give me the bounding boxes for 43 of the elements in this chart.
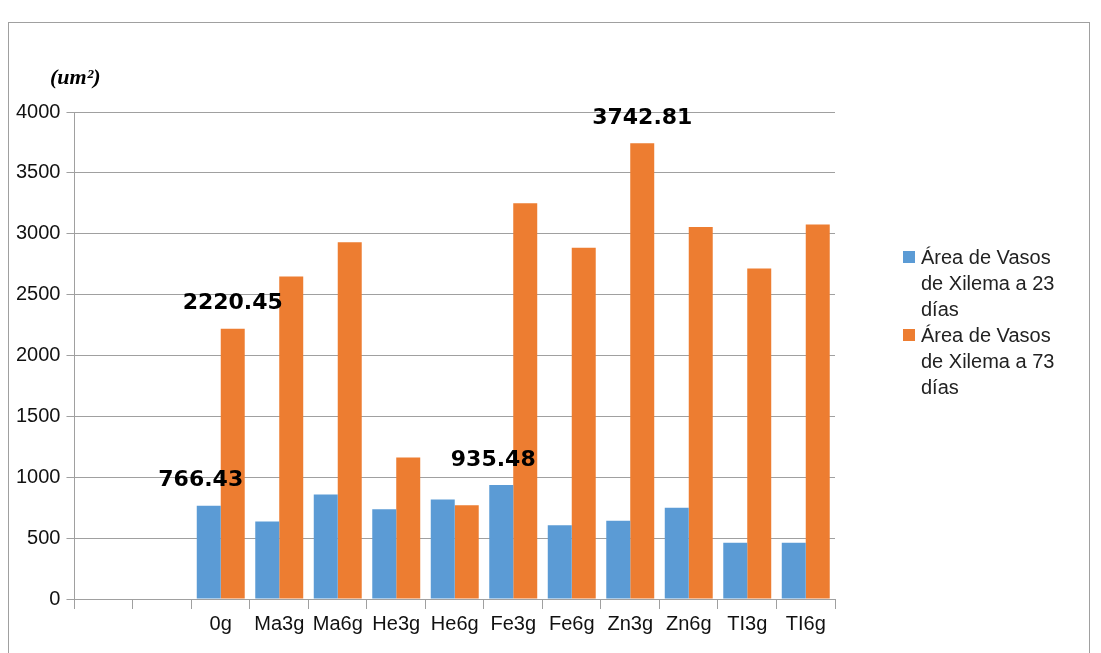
- bar: [606, 520, 631, 599]
- y-axis-title: (um²): [50, 63, 101, 89]
- x-tick-label: Fe6g: [548, 611, 595, 634]
- bar: [396, 457, 421, 599]
- bar: [313, 494, 338, 599]
- x-tick-label: He6g: [430, 611, 479, 634]
- bar: [630, 143, 655, 599]
- bar: [337, 242, 362, 599]
- x-tick-label: 0g: [209, 611, 232, 634]
- x-tick-label: Fe3g: [490, 611, 537, 634]
- y-tick-label: 0: [49, 586, 61, 609]
- bar: [454, 505, 479, 599]
- bar: [747, 268, 772, 599]
- y-tick-label: 1500: [15, 403, 61, 426]
- x-tick-label: Zn6g: [665, 611, 712, 634]
- y-tick-label: 3500: [15, 160, 61, 183]
- x-tick-label: He3g: [372, 611, 421, 634]
- x-tick-label: Zn3g: [607, 611, 654, 634]
- bar: [196, 505, 221, 599]
- bar: [430, 499, 455, 599]
- y-tick-label: 1000: [15, 464, 61, 487]
- y-tick-label: 4000: [15, 99, 61, 122]
- bar: [372, 509, 397, 599]
- bar: [664, 507, 689, 599]
- y-tick-label: 2000: [15, 343, 61, 366]
- y-tick-label: 3000: [15, 221, 61, 244]
- bar: [688, 227, 713, 599]
- legend-label: Área de Vasos de Xilema a 73 días: [921, 323, 1056, 400]
- bar: [723, 542, 748, 599]
- bar: [571, 247, 596, 599]
- bar: [255, 521, 280, 599]
- x-tick-label: Ma3g: [254, 611, 305, 634]
- data-label: 3742.81: [592, 104, 693, 130]
- bar: [805, 224, 830, 599]
- bar: [781, 542, 806, 599]
- x-tick-label: TI6g: [785, 611, 826, 634]
- y-tick-label: 2500: [15, 282, 61, 305]
- x-tick-label: TI3g: [727, 611, 768, 634]
- x-tick-label: Ma6g: [312, 611, 363, 634]
- legend-label: Área de Vasos de Xilema a 23 días: [921, 245, 1056, 322]
- bar: [489, 485, 514, 599]
- y-tick-label: 500: [27, 525, 61, 548]
- bar: [547, 525, 572, 599]
